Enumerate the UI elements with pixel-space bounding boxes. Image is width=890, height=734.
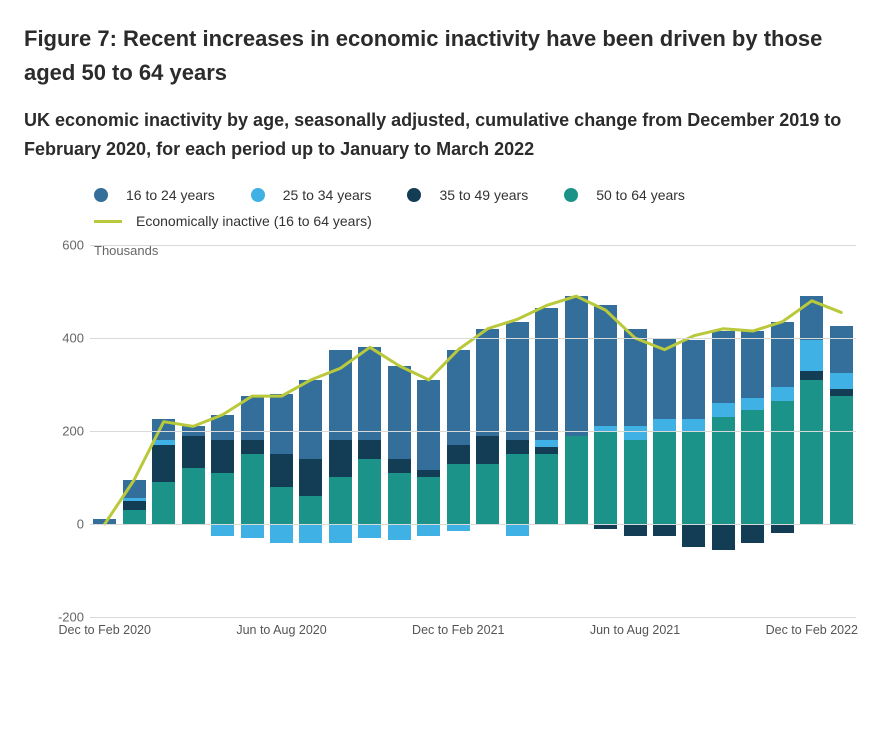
legend-item: 50 to 64 years: [564, 182, 685, 209]
y-tick-label: 600: [56, 237, 84, 252]
gridline: [90, 617, 856, 618]
legend-label: 25 to 34 years: [283, 182, 372, 209]
legend-label: Economically inactive (16 to 64 years): [136, 208, 372, 235]
x-axis: Dec to Feb 2020Jun to Aug 2020Dec to Feb…: [90, 623, 856, 645]
x-tick-label: Dec to Feb 2022: [766, 623, 858, 637]
x-tick-label: Dec to Feb 2021: [412, 623, 504, 637]
gridline: [90, 338, 856, 339]
legend-swatch: [94, 188, 108, 202]
legend-swatch: [407, 188, 421, 202]
figure-title: Figure 7: Recent increases in economic i…: [24, 22, 866, 90]
legend-label: 50 to 64 years: [596, 182, 685, 209]
total-line: [105, 296, 842, 524]
x-tick-label: Jun to Aug 2021: [590, 623, 680, 637]
gridline: [90, 524, 856, 525]
y-tick-label: 200: [56, 423, 84, 438]
y-tick-label: 0: [56, 516, 84, 531]
legend-line-swatch: [94, 220, 122, 223]
legend-item: 35 to 49 years: [407, 182, 528, 209]
legend: 16 to 24 years 25 to 34 years 35 to 49 yea…: [24, 182, 866, 235]
legend-item: 25 to 34 years: [251, 182, 372, 209]
x-tick-label: Dec to Feb 2020: [59, 623, 151, 637]
gridline: [90, 431, 856, 432]
legend-item: Economically inactive (16 to 64 years): [94, 208, 372, 235]
figure-subtitle: UK economic inactivity by age, seasonall…: [24, 106, 866, 164]
legend-label: 16 to 24 years: [126, 182, 215, 209]
legend-swatch: [564, 188, 578, 202]
gridline: [90, 245, 856, 246]
legend-item: 16 to 24 years: [94, 182, 215, 209]
legend-label: 35 to 49 years: [439, 182, 528, 209]
legend-swatch: [251, 188, 265, 202]
chart: Thousands -2000200400600 Dec to Feb 2020…: [56, 245, 856, 645]
x-tick-label: Jun to Aug 2020: [236, 623, 326, 637]
plot-area: -2000200400600: [90, 245, 856, 617]
y-tick-label: 400: [56, 330, 84, 345]
